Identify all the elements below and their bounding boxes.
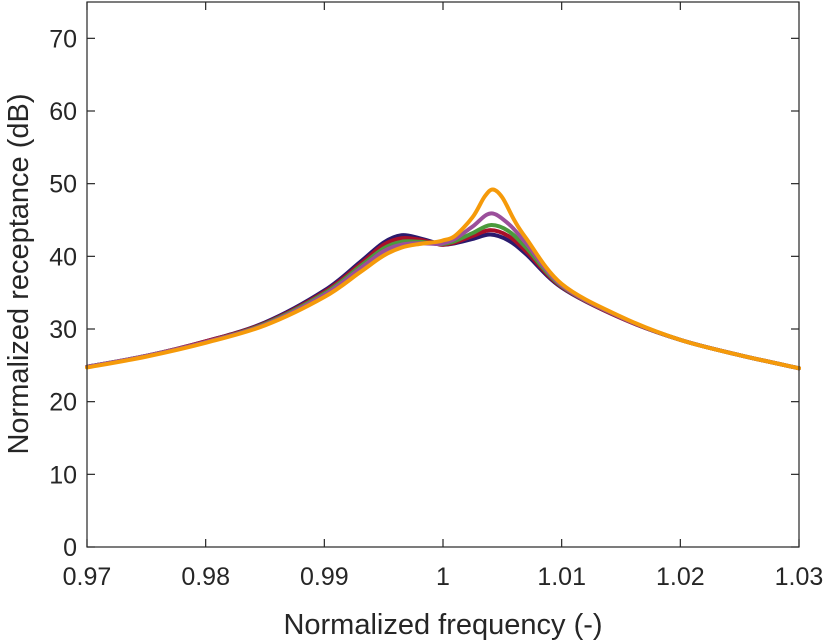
axes-layer: 0.97 0.98 0.99 1 1.01 1.02 1.03 0 10 20 30 40 50 60 70 <box>49 1 824 591</box>
x-tick-label: 0.98 <box>181 563 230 591</box>
y-axis-label: Normalized receptance (dB) <box>3 93 35 454</box>
x-tick-label: 1.02 <box>656 563 705 591</box>
x-tick-label: 1 <box>436 563 450 591</box>
x-tick-label: 0.99 <box>300 563 349 591</box>
x-tick-label: 0.97 <box>63 563 112 591</box>
x-tick-label: 1.03 <box>775 563 824 591</box>
x-axis-label: Normalized frequency (-) <box>283 609 602 641</box>
y-tick-label: 50 <box>49 171 77 199</box>
y-tick-label: 0 <box>63 534 77 562</box>
y-tick-label: 60 <box>49 98 77 126</box>
x-tick-label: 1.01 <box>537 563 586 591</box>
plot-frame <box>86 1 800 548</box>
y-tick-label: 20 <box>49 389 77 417</box>
y-tick-label: 70 <box>49 25 77 53</box>
series-layer <box>85 187 801 371</box>
y-tick-label: 40 <box>49 243 77 271</box>
series-1-line <box>85 232 801 371</box>
series-5-line <box>85 187 801 371</box>
y-tick-label: 30 <box>49 316 77 344</box>
y-tick-label: 10 <box>49 461 77 489</box>
